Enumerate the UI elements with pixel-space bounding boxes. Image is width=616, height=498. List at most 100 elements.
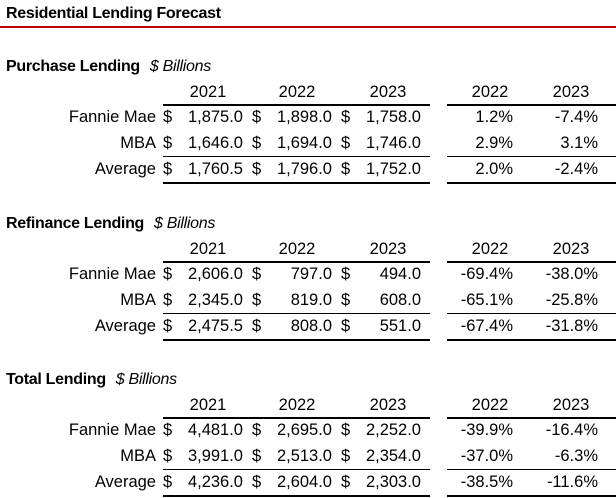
currency-symbol: $ xyxy=(341,265,351,283)
value-cell: $797.0 xyxy=(252,265,332,284)
currency-symbol: $ xyxy=(252,421,262,439)
amount: 2,695.0 xyxy=(276,421,332,439)
amount: 2,303.0 xyxy=(365,473,421,491)
value-cell: $1,646.0 xyxy=(163,134,243,153)
amount: 1,796.0 xyxy=(276,160,332,178)
value-cell: $1,796.0 xyxy=(252,160,332,179)
row-label: MBA xyxy=(120,291,156,309)
pct-change-cell: -38.0% xyxy=(545,265,598,283)
currency-symbol: $ xyxy=(341,160,351,178)
total-rule xyxy=(163,182,430,184)
amount: 494.0 xyxy=(379,265,421,283)
value-cell: $608.0 xyxy=(341,291,421,310)
pct-change-cell: -2.4% xyxy=(554,160,598,178)
pct-change-cell: -39.9% xyxy=(460,421,513,439)
pct-column-header-year: 2023 xyxy=(552,83,590,101)
section-title-text: Total Lending xyxy=(6,371,106,388)
amount: 2,475.5 xyxy=(187,317,243,335)
table-row: Fannie Mae $4,481.0 $2,695.0 $2,252.0 -39.9%… xyxy=(0,421,616,447)
table-row: MBA $1,646.0 $1,694.0 $1,746.0 2.9% 3.1% xyxy=(0,134,616,160)
row-label: Fannie Mae xyxy=(68,265,156,283)
amount: 1,758.0 xyxy=(365,108,421,126)
value-cell: $1,746.0 xyxy=(341,134,421,153)
currency-symbol: $ xyxy=(163,291,173,309)
currency-symbol: $ xyxy=(163,421,173,439)
pct-column-header-year: 2023 xyxy=(552,240,590,258)
amount: 1,760.5 xyxy=(187,160,243,178)
value-cell: $2,606.0 xyxy=(163,265,243,284)
table-row: MBA $3,991.0 $2,513.0 $2,354.0 -37.0% -6.3% xyxy=(0,447,616,473)
row-label: Fannie Mae xyxy=(68,421,156,439)
amount: 819.0 xyxy=(290,291,332,309)
pct-change-cell: 2.0% xyxy=(475,160,513,178)
amount: 1,898.0 xyxy=(276,108,332,126)
pct-change-cell: 1.2% xyxy=(475,108,513,126)
amount: 2,354.0 xyxy=(365,447,421,465)
value-cell: $2,252.0 xyxy=(341,421,421,440)
amount: 2,252.0 xyxy=(365,421,421,439)
column-header-year: 2023 xyxy=(369,83,407,101)
subtotal-rule xyxy=(163,156,430,157)
value-cell: $3,991.0 xyxy=(163,447,243,466)
currency-symbol: $ xyxy=(341,317,351,335)
pct-column-header-year: 2022 xyxy=(471,240,509,258)
amount: 4,236.0 xyxy=(187,473,243,491)
value-cell: $819.0 xyxy=(252,291,332,310)
total-lending-section: Total Lending $ Billions 2021 2022 2023 2022 2… xyxy=(0,371,616,498)
value-cell: $1,875.0 xyxy=(163,108,243,127)
table-row: Average $2,475.5 $808.0 $551.0 -67.4% -31.8% xyxy=(0,317,616,343)
value-cell: $2,345.0 xyxy=(163,291,243,310)
value-cell: $1,694.0 xyxy=(252,134,332,153)
value-cell: $2,695.0 xyxy=(252,421,332,440)
column-header-year: 2022 xyxy=(278,396,316,414)
value-cell: $2,354.0 xyxy=(341,447,421,466)
currency-symbol: $ xyxy=(163,265,173,283)
currency-symbol: $ xyxy=(163,317,173,335)
section-title: Total Lending $ Billions xyxy=(6,371,177,389)
currency-symbol: $ xyxy=(252,291,262,309)
row-label: Average xyxy=(94,317,156,335)
total-rule xyxy=(447,339,616,341)
pct-change-cell: -16.4% xyxy=(545,421,598,439)
value-cell: $1,898.0 xyxy=(252,108,332,127)
header-rule xyxy=(447,261,616,263)
amount: 2,606.0 xyxy=(187,265,243,283)
subtotal-rule xyxy=(163,313,430,314)
amount: 4,481.0 xyxy=(187,421,243,439)
section-title-text: Purchase Lending xyxy=(6,58,140,75)
section-title: Purchase Lending $ Billions xyxy=(6,58,211,76)
total-rule xyxy=(163,339,430,341)
column-header-year: 2023 xyxy=(369,396,407,414)
section-unit: $ Billions xyxy=(115,371,177,388)
value-cell: $2,513.0 xyxy=(252,447,332,466)
row-label: Average xyxy=(94,473,156,491)
currency-symbol: $ xyxy=(163,473,173,491)
total-rule xyxy=(447,182,616,184)
value-cell: $808.0 xyxy=(252,317,332,336)
subtotal-rule xyxy=(447,156,616,157)
header-rule xyxy=(163,261,430,263)
row-label: MBA xyxy=(120,134,156,152)
column-header-year: 2021 xyxy=(189,240,227,258)
subtotal-rule xyxy=(447,313,616,314)
header-rule xyxy=(163,417,430,419)
table-row: Average $1,760.5 $1,796.0 $1,752.0 2.0% -2.4% xyxy=(0,160,616,186)
amount: 1,875.0 xyxy=(187,108,243,126)
pct-change-cell: -25.8% xyxy=(545,291,598,309)
currency-symbol: $ xyxy=(252,134,262,152)
pct-change-cell: -6.3% xyxy=(554,447,598,465)
pct-column-header-year: 2022 xyxy=(471,396,509,414)
section-title-text: Refinance Lending xyxy=(6,215,145,232)
section-title: Refinance Lending $ Billions xyxy=(6,215,215,233)
currency-symbol: $ xyxy=(341,108,351,126)
subtotal-rule xyxy=(163,469,430,470)
pct-change-cell: -38.5% xyxy=(460,473,513,491)
refinance-lending-section: Refinance Lending $ Billions 2021 2022 2023 2… xyxy=(0,215,616,365)
purchase-lending-section: Purchase Lending $ Billions 2021 2022 2023 20… xyxy=(0,58,616,208)
pct-column-header-year: 2023 xyxy=(552,396,590,414)
currency-symbol: $ xyxy=(341,447,351,465)
value-cell: $494.0 xyxy=(341,265,421,284)
currency-symbol: $ xyxy=(252,160,262,178)
row-label: Fannie Mae xyxy=(68,108,156,126)
